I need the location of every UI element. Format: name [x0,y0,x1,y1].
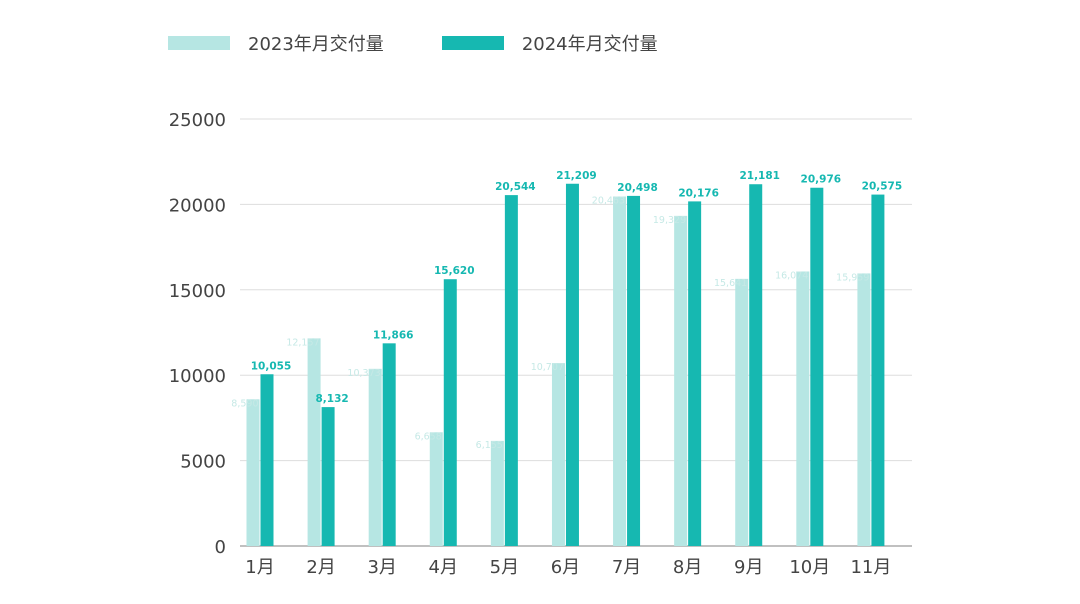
legend-label-2024: 2024年月交付量 [521,34,658,55]
legend-swatch-2024 [441,36,504,50]
bar-2024 [260,374,274,546]
data-label-2024: 15,620 [434,265,475,277]
x-tick-label: 8月 [673,557,702,578]
data-label-2024: 10,055 [251,360,292,372]
bar-2024 [810,187,824,546]
data-label-2024: 20,176 [678,187,719,199]
bar-2023 [307,338,321,546]
data-label-2024: 8,132 [315,393,348,405]
x-tick-label: 6月 [551,557,580,578]
bar-2023 [368,368,382,546]
data-label-2023: 10,373 [347,368,380,379]
bar-2023 [613,196,627,547]
bar-2024 [627,195,641,546]
bar-2023 [857,273,871,546]
legend-swatch-2023 [168,36,230,50]
legend: 2023年月交付量 2024年月交付量 [168,30,658,56]
y-tick-label: 0 [215,537,226,558]
x-tick-label: 5月 [490,557,519,578]
data-label-2024: 20,544 [495,181,536,193]
data-label-2024: 21,181 [739,170,780,182]
data-label-2023: 20,463 [592,195,625,206]
y-tick-label: 20000 [169,195,226,216]
x-tick-label: 3月 [367,557,396,578]
data-label-2023: 15,959 [836,272,869,283]
bar-2024 [565,183,579,546]
bar-2024 [382,343,396,546]
bar-2023 [246,399,260,546]
bar-2023 [735,278,749,546]
bar-2023 [796,271,810,546]
y-tick-label: 5000 [180,452,226,473]
data-label-2023: 16,074 [775,270,808,281]
x-tick-label: 2月 [306,557,335,578]
bar-2023 [429,432,443,546]
bar-2023 [551,363,565,546]
data-label-2024: 20,976 [801,174,842,186]
bar-2024 [871,194,885,547]
data-label-2023: 19,329 [653,215,686,226]
x-tick-label: 9月 [734,557,763,578]
x-tick-label: 4月 [429,557,458,578]
data-label-2023: 8,590 [231,398,258,409]
data-label-2024: 11,866 [373,329,414,341]
x-tick-label: 10月 [789,557,830,578]
data-label-2023: 10,707 [531,362,564,373]
data-label-2023: 6,155 [476,440,503,451]
bar-2023 [490,440,504,546]
data-label-2024: 20,498 [617,182,658,194]
bar-2024 [504,195,518,547]
x-tick-label: 7月 [612,557,641,578]
data-label-2023: 6,658 [415,431,442,442]
legend-item-2023: 2023年月交付量 [168,30,384,56]
legend-item-2024: 2024年月交付量 [441,30,658,56]
bar-2023 [674,215,688,546]
x-tick-label: 1月 [245,557,274,578]
y-tick-label: 25000 [169,110,226,131]
legend-label-2023: 2023年月交付量 [248,34,384,55]
y-tick-label: 15000 [169,281,226,302]
bar-2024 [443,279,457,546]
x-tick-label: 11月 [850,557,891,578]
data-label-2024: 21,209 [556,170,597,182]
bar-2024 [749,184,763,546]
data-label-2024: 20,575 [862,181,903,193]
y-tick-label: 10000 [169,366,226,387]
bar-2024 [688,201,702,546]
data-label-2023: 12,157 [286,337,319,348]
data-label-2023: 15,641 [714,278,747,289]
bar-2024 [321,407,335,546]
